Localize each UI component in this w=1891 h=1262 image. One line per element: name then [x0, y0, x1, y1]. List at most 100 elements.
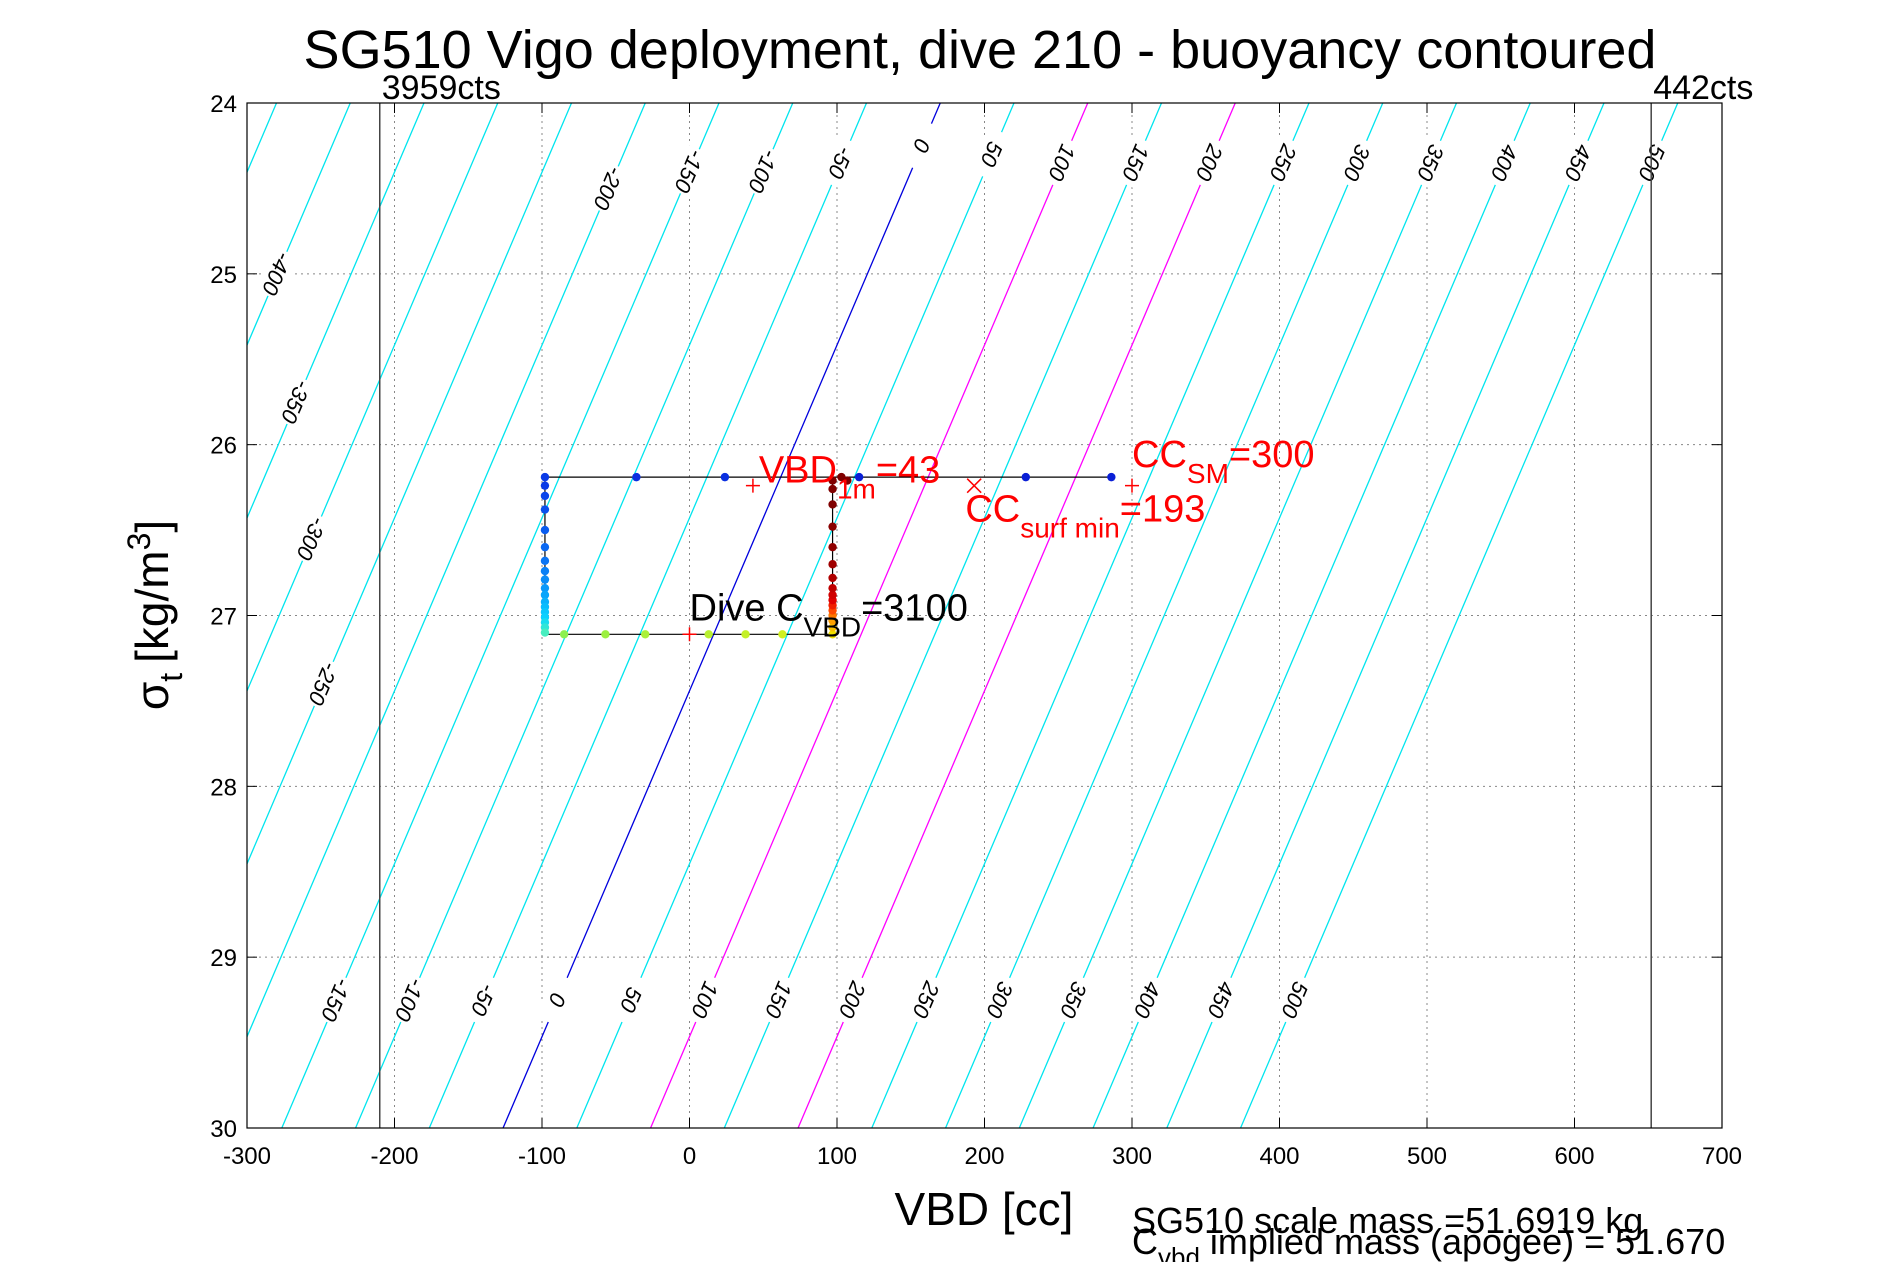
annotation-base: Dive C: [690, 588, 804, 630]
cross-marker: [966, 478, 982, 494]
annotation-subscript: SM: [1187, 458, 1229, 489]
dive-point: [828, 573, 837, 583]
dive-point: [720, 472, 730, 482]
dive-point: [540, 472, 550, 482]
annotation-subscript: surf min: [1020, 513, 1120, 544]
dive-point: [828, 542, 837, 552]
contour-line: [797, 103, 1236, 1128]
dive-point: [741, 630, 750, 639]
buoyancy-contours: [247, 103, 1679, 1128]
contour-line: [1092, 103, 1531, 1128]
contour-label-bg: [667, 143, 713, 199]
dive-point: [1021, 472, 1030, 482]
dive-point: [843, 476, 852, 485]
y-tick-label: 26: [210, 433, 237, 460]
plot-area: [247, 103, 1722, 1128]
contour-label-bg: [609, 972, 654, 1028]
contour-label-bg: [1125, 972, 1171, 1028]
y-tick-label: 30: [210, 1116, 237, 1143]
annotation-value: =300: [1229, 434, 1315, 476]
contour-label-bg: [1272, 972, 1318, 1028]
dive-point: [540, 575, 550, 584]
dive-point: [540, 583, 550, 593]
dive-point: [601, 630, 610, 639]
contour-label-bg: [830, 972, 876, 1028]
annotation-value: =43: [876, 449, 940, 491]
annotation-base: VBD: [759, 449, 837, 491]
contour-line: [649, 103, 1089, 1128]
dive-point: [828, 500, 837, 509]
y-axis-label-subscript: t: [153, 673, 189, 682]
contour-line: [1018, 103, 1458, 1128]
dive-point: [828, 522, 837, 531]
contour-label-bg: [255, 246, 300, 302]
contour-line: [502, 103, 941, 1128]
contour-line: [247, 103, 425, 520]
implied-mass-symbol: C: [1132, 1221, 1158, 1262]
implied-mass-subscript: vbd: [1158, 1242, 1200, 1262]
y-tick-label: 29: [210, 945, 237, 972]
y-tick-label: 24: [210, 91, 237, 118]
x-tick-label: 600: [1554, 1143, 1594, 1170]
contour-label-bg: [899, 118, 945, 174]
contour-line: [247, 103, 499, 693]
x-tick-label: -200: [370, 1143, 418, 1170]
annotation-text: CCsurf min=193: [965, 489, 1205, 544]
x-tick-label: -100: [518, 1143, 566, 1170]
contour-label-bg: [1408, 135, 1454, 191]
contour-label-bg: [1187, 135, 1233, 191]
dive-point: [559, 630, 569, 639]
y-tick-label: 28: [210, 774, 237, 801]
contour-line: [723, 103, 1163, 1128]
dive-point: [828, 484, 837, 494]
x-tick-label: 100: [817, 1143, 857, 1170]
axis-ticks: -300 -200 -100 0 100 200 300 400 500 600 700 24 25 26…: [210, 91, 1742, 1170]
dive-point: [828, 623, 837, 632]
contour-line: [576, 103, 1015, 1128]
dive-point: [778, 630, 787, 639]
dive-point: [540, 566, 550, 576]
x-tick-label: -300: [223, 1143, 271, 1170]
y-tick-label: 25: [210, 262, 237, 289]
x-tick-label: 300: [1112, 1143, 1152, 1170]
x-tick-label: 500: [1407, 1143, 1447, 1170]
dive-point: [540, 525, 550, 535]
dive-point: [540, 590, 550, 600]
dive-point: [1107, 472, 1116, 482]
x-tick-label: 0: [683, 1143, 696, 1170]
y-axis-label-symbol: σ: [126, 682, 178, 710]
contour-line: [1166, 103, 1605, 1128]
y-axis-label-superscript: 3: [121, 533, 157, 551]
contour-line: [247, 103, 646, 1039]
dive-point: [828, 583, 837, 593]
annotation-text: Dive CVBD=3100: [690, 588, 968, 643]
dive-point: [828, 476, 837, 485]
chart-title: SG510 Vigo deployment, dive 210 - buoyan…: [304, 20, 1657, 80]
annotation-base: CC: [1132, 434, 1187, 476]
x-tick-label: 700: [1702, 1143, 1742, 1170]
contour-label-bg: [682, 972, 728, 1028]
contour-label-bg: [289, 511, 335, 567]
annotation-subscript: 1m: [837, 473, 876, 504]
dive-point: [828, 590, 837, 600]
plus-marker: [1125, 478, 1139, 493]
dive-point: [540, 491, 550, 501]
plus-marker: [745, 478, 760, 493]
vbd-limit-label: 3959cts: [382, 69, 501, 107]
implied-mass-value: implied mass (apogee) = 51.670: [1200, 1221, 1725, 1262]
contour-label-bg: [1482, 135, 1528, 191]
contour-label-bg: [314, 972, 359, 1028]
annotation-base: CC: [965, 489, 1020, 531]
plus-marker: [682, 627, 697, 642]
dive-point: [540, 505, 550, 514]
contour-line: [281, 103, 720, 1128]
contour-label-bg: [818, 135, 864, 191]
contour-label-bg: [1261, 135, 1306, 191]
annotation-value: =3100: [861, 588, 968, 630]
contour-label-bg: [1334, 135, 1380, 191]
contour-label-bg: [1629, 135, 1675, 191]
dive-point: [828, 560, 837, 569]
vbd-count-limits: 3959cts 442cts: [379, 69, 1753, 1128]
